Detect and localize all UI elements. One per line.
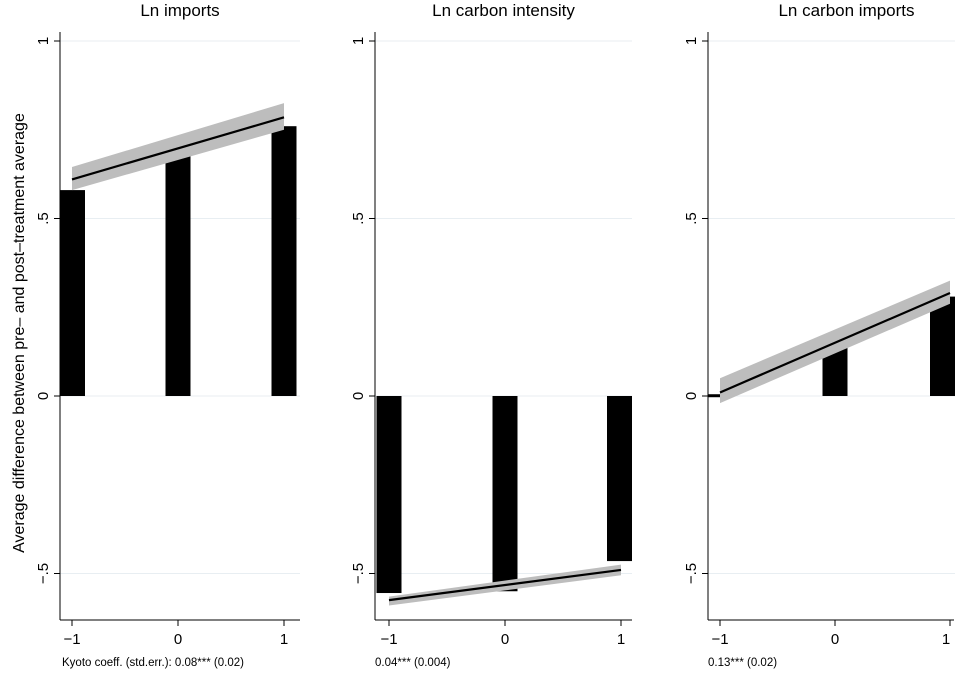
x-tick-label: 0 — [174, 631, 182, 648]
y-tick-label: 1 — [35, 37, 52, 45]
bar — [607, 396, 632, 562]
y-axis-title: Average difference between pre– and post… — [11, 113, 28, 553]
bar — [376, 396, 402, 594]
y-tick-label: −.5 — [683, 563, 700, 584]
y-tick-label: −.5 — [35, 563, 52, 584]
bar — [271, 126, 297, 396]
y-tick-label: .5 — [35, 212, 52, 225]
x-tick-label: 0 — [831, 631, 839, 648]
x-tick-label: −1 — [63, 631, 80, 648]
y-tick-label: 1 — [350, 37, 367, 45]
panel-3: −.5 0 .5 1 −1 0 1 Ln carbon imports 0.13*** (0.0… — [683, 1, 955, 669]
coefficient-note: 0.04*** (0.004) — [375, 657, 451, 669]
panel-2: −.5 0 .5 1 −1 0 1 Ln carbon intensity 0.04*** (0… — [350, 1, 632, 669]
bar — [60, 190, 85, 396]
x-tick-label: 1 — [280, 631, 288, 648]
fitted-line — [719, 292, 951, 394]
y-tick-label: .5 — [683, 212, 700, 225]
x-tick-label: 1 — [617, 631, 625, 648]
coefficient-note: Kyoto coeff. (std.err.): 0.08*** (0.02) — [62, 657, 244, 669]
fitted-line — [388, 568, 622, 602]
panel-title: Ln carbon intensity — [432, 1, 575, 20]
x-tick-label: −1 — [380, 631, 397, 648]
plot-area: −.5 0 .5 1 −1 0 1 Ln imports Kyoto coeff. (std.e… — [35, 1, 955, 669]
y-tick-label: 1 — [683, 37, 700, 45]
bar — [930, 296, 955, 396]
x-tick-label: 1 — [942, 631, 950, 648]
x-tick-label: 0 — [501, 631, 509, 648]
coefficient-note: 0.13*** (0.02) — [708, 657, 777, 669]
y-tick-label: 0 — [683, 392, 700, 400]
y-tick-label: −.5 — [350, 563, 367, 584]
bar — [492, 396, 518, 592]
y-tick-label: 0 — [350, 392, 367, 400]
bar — [165, 140, 191, 396]
panel-title: Ln carbon imports — [778, 1, 914, 20]
confidence-band — [72, 103, 284, 191]
x-tick-label: −1 — [711, 631, 728, 648]
panel-1: −.5 0 .5 1 −1 0 1 Ln imports Kyoto coeff. (std.e… — [35, 1, 300, 669]
fitted-line — [71, 116, 285, 181]
y-tick-label: .5 — [350, 212, 367, 225]
panel-title: Ln imports — [140, 1, 219, 20]
y-tick-label: 0 — [35, 392, 52, 400]
